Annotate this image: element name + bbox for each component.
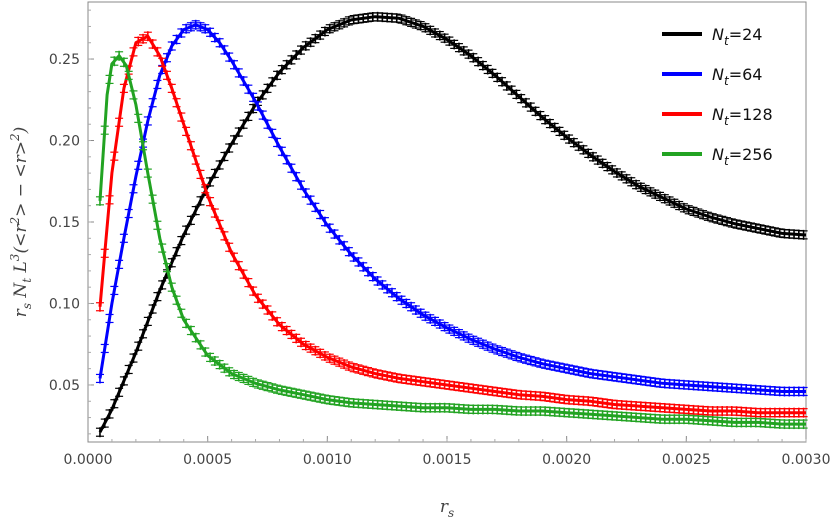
x-tick-label: 0.0010 xyxy=(303,452,352,468)
x-tick-label: 0.0015 xyxy=(423,452,472,468)
series-line xyxy=(98,54,806,426)
legend: Nt=24 Nt=64 Nt=128 Nt=256 xyxy=(662,25,773,168)
x-axis-ticks: 0.0000 0.0005 0.0010 0.0015 0.0020 0.0025 0.00… xyxy=(64,436,830,468)
y-tick-label: 0.15 xyxy=(49,215,80,231)
legend-label: Nt=128 xyxy=(712,105,773,128)
y-tick-label: 0.05 xyxy=(49,378,80,394)
x-tick-label: 0.0005 xyxy=(183,452,232,468)
x-axis-label: rs xyxy=(440,497,454,520)
plot-frame xyxy=(87,1,807,443)
series-line xyxy=(98,15,807,433)
y-tick-label: 0.10 xyxy=(49,296,80,312)
x-tick-label: 0.0030 xyxy=(782,452,830,468)
y-tick-label: 0.20 xyxy=(49,134,80,150)
y-tick-label: 0.25 xyxy=(49,52,80,68)
x-tick-label: 0.0000 xyxy=(64,452,113,468)
legend-label: Nt=256 xyxy=(712,145,773,168)
y-axis-ticks: 0.05 0.10 0.15 0.20 0.25 xyxy=(49,9,94,435)
series-layer xyxy=(95,11,808,438)
x-tick-label: 0.0025 xyxy=(662,452,711,468)
x-tick-label: 0.0020 xyxy=(542,452,591,468)
legend-label: Nt=24 xyxy=(712,25,762,48)
legend-label: Nt=64 xyxy=(712,65,762,88)
series-line xyxy=(98,23,806,393)
y-axis-label: rs Nt L3(<r2> − <r>2) xyxy=(8,127,34,318)
